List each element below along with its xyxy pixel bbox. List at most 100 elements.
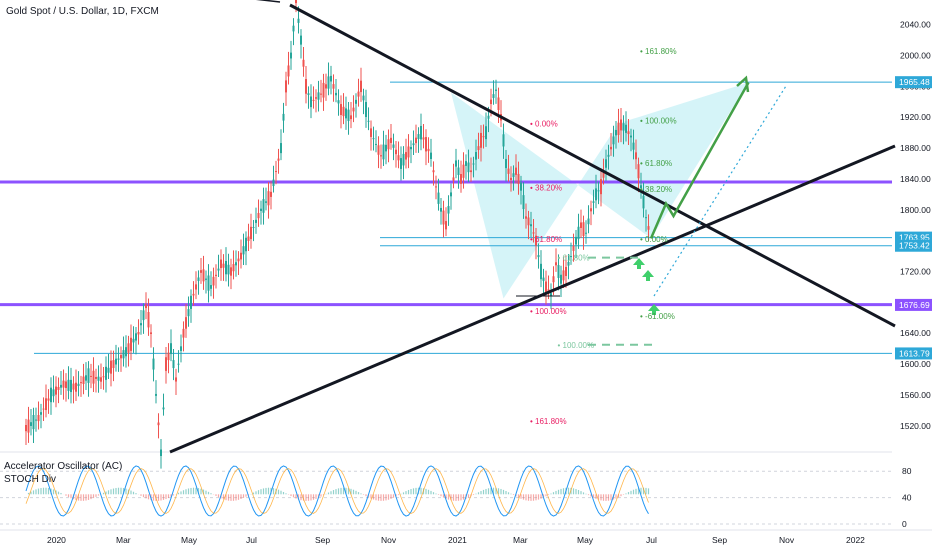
y-tick-label: 1840.00 (900, 174, 931, 184)
candle-body (252, 226, 255, 228)
x-tick-label: 2020 (47, 535, 66, 545)
candle-body (275, 171, 277, 173)
candle-body (100, 377, 102, 382)
up-arrow-icon (642, 270, 654, 281)
candle-body (555, 262, 557, 266)
ac-bar (492, 487, 495, 495)
candle-body (42, 408, 45, 410)
ac-bar (452, 494, 455, 501)
candle-body (362, 95, 365, 101)
ac-bar (567, 487, 570, 495)
ac-bar (525, 494, 527, 501)
ac-bar (252, 492, 255, 495)
candle-body (490, 99, 492, 105)
ac-bar (65, 494, 67, 496)
candle-body (535, 235, 537, 246)
ac-bar (75, 494, 77, 501)
ac-bar (112, 488, 115, 495)
candle-body (607, 154, 610, 157)
candle-body (495, 89, 497, 91)
candle-body (590, 208, 592, 212)
ac-bar (390, 494, 392, 499)
ac-bar (290, 494, 292, 497)
ac-bar (80, 494, 82, 501)
candle-body (60, 384, 62, 388)
ac-bar (555, 490, 557, 495)
harmonic-projection (618, 82, 749, 239)
candle-body (132, 338, 135, 343)
ac-indicator-label: Accelerator Oscillator (AC) (4, 461, 123, 472)
candle-body (510, 177, 512, 180)
candle-body (550, 293, 552, 297)
ac-bar (35, 489, 37, 495)
ac-bar (450, 494, 452, 501)
ac-bar (575, 489, 577, 495)
ac-bar (437, 494, 440, 495)
candle-body (30, 422, 32, 426)
y-tick-label: 1520.00 (900, 421, 931, 431)
ac-bar (647, 488, 650, 495)
fib-label: • 38.20% (640, 185, 672, 194)
ac-bar (315, 494, 317, 499)
ac-bar (592, 494, 595, 498)
ac-bar (200, 488, 202, 495)
ac-bar (507, 492, 510, 495)
ac-bar (442, 494, 445, 498)
up-arrow-icon (633, 258, 645, 269)
candle-body (477, 146, 480, 151)
candle-body (515, 167, 517, 175)
candle-body (390, 137, 392, 143)
ac-bar (542, 494, 545, 498)
candle-body (260, 208, 262, 211)
candle-body (127, 343, 130, 353)
candle-body (542, 277, 545, 281)
ac-bar (285, 493, 287, 495)
candle-body (322, 82, 325, 98)
candle-body (162, 407, 165, 410)
ac-bar (387, 494, 390, 500)
candle-body (207, 275, 210, 291)
y-tick-label: 2040.00 (900, 20, 931, 30)
ac-bar (300, 494, 302, 501)
ac-bar (207, 491, 210, 495)
candle-body (52, 389, 55, 397)
candle-body (192, 293, 195, 296)
candle-body (297, 18, 300, 23)
candle-body (342, 106, 345, 117)
candle-body (612, 136, 615, 145)
candle-body (332, 84, 335, 89)
ac-bar (552, 492, 555, 495)
ac-bar (82, 494, 85, 501)
candle-body (282, 113, 285, 121)
ac-bar (120, 487, 122, 495)
projection-arrowhead (736, 75, 750, 93)
x-tick-label: Jul (646, 535, 657, 545)
ac-bar (160, 494, 162, 501)
ac-bar (632, 489, 635, 495)
candle-body (417, 134, 420, 139)
ac-bar (172, 494, 175, 496)
ac-bar (260, 489, 262, 495)
ac-bar (135, 493, 137, 495)
x-tick-label: May (181, 535, 198, 545)
ac-bar (472, 494, 475, 496)
ac-bar (335, 489, 337, 495)
candle-body (485, 126, 487, 140)
candle-body (230, 267, 232, 276)
candle-body (290, 52, 292, 59)
ac-bar (342, 487, 345, 495)
ac-bar (520, 494, 522, 499)
candle-body (622, 123, 625, 131)
ac-bar (277, 489, 280, 495)
candle-body (437, 192, 440, 204)
fib-label: • 61.80% (640, 159, 672, 168)
ac-bar (262, 488, 265, 495)
ac-bar (460, 494, 462, 501)
candle-body (120, 355, 122, 359)
x-tick-label: Mar (513, 535, 528, 545)
ac-bar (37, 488, 40, 495)
candle-body (455, 160, 457, 167)
ac-bar (132, 491, 135, 495)
candle-body (320, 93, 322, 95)
osc-tick-label: 80 (902, 466, 912, 476)
